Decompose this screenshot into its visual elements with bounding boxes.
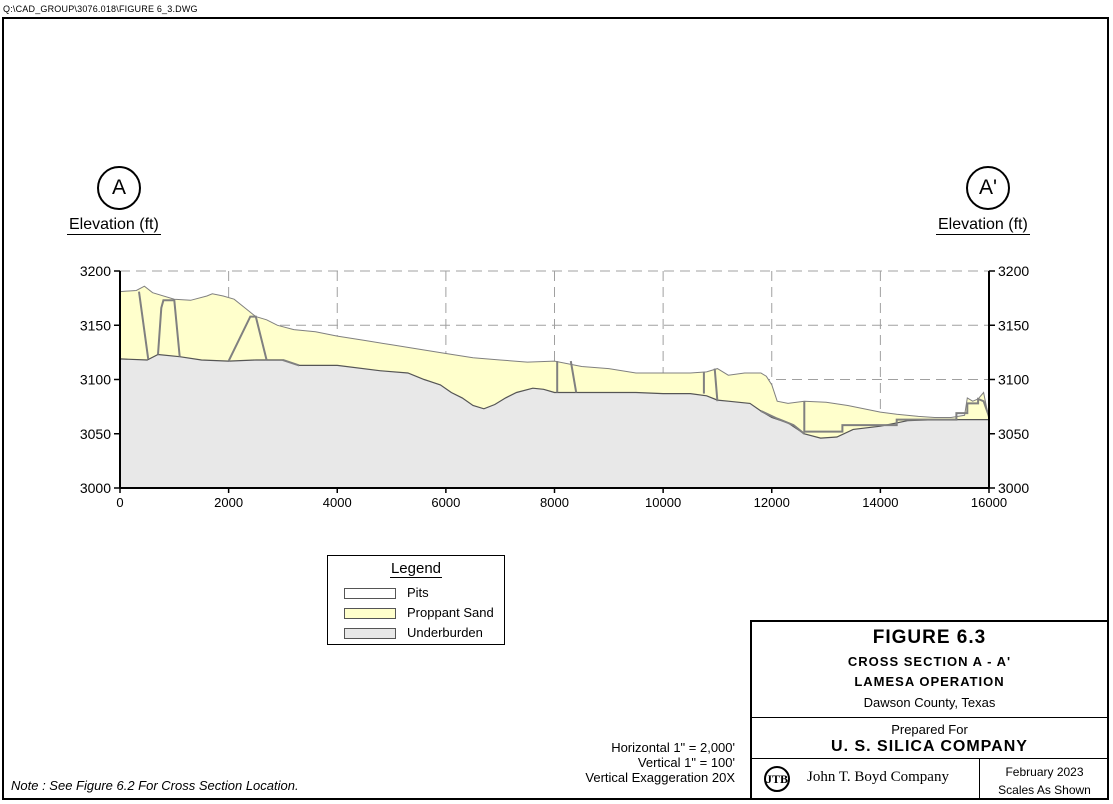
drawing-file-path: Q:\CAD_GROUP\3076.018\FIGURE 6_3.DWG — [3, 4, 198, 14]
prepared-for-label: Prepared For — [891, 722, 968, 737]
section-marker-a-prime: A' — [966, 166, 1010, 210]
pit-outline — [569, 360, 578, 393]
pit-outline — [803, 397, 990, 433]
x-tick-label: 12000 — [754, 495, 790, 510]
y-tick-label-left: 3200 — [80, 263, 111, 279]
chart-pits — [138, 291, 990, 435]
location-note: Note : See Figure 6.2 For Cross Section … — [11, 778, 299, 793]
legend-label-pits: Pits — [407, 585, 429, 600]
y-tick-label-right: 3050 — [998, 426, 1029, 442]
x-tick-label: 0 — [116, 495, 123, 510]
left-axis-label: Elevation (ft) — [67, 216, 161, 235]
chart-areas — [119, 285, 990, 489]
x-tick-label: 8000 — [540, 495, 569, 510]
left-axis-label-text: Elevation (ft) — [67, 216, 161, 235]
legend-title: Legend — [389, 560, 443, 578]
y-tick-label-right: 3150 — [998, 317, 1029, 333]
figure-title-line1: CROSS SECTION A - A' — [847, 654, 1012, 669]
title-block: FIGURE 6.3 CROSS SECTION A - A' LAMESA O… — [750, 620, 1109, 800]
figure-date: February 2023 — [1005, 765, 1084, 779]
y-tick-label-left: 3000 — [80, 480, 111, 496]
pit-outline — [282, 359, 300, 367]
title-block-figure-section: FIGURE 6.3 CROSS SECTION A - A' LAMESA O… — [752, 622, 1107, 718]
figure-location: Dawson County, Texas — [863, 695, 996, 710]
vertical-exaggeration: Vertical Exaggeration 20X — [585, 770, 735, 785]
title-block-client-section: Prepared For U. S. SILICA COMPANY — [752, 718, 1107, 759]
right-axis-label-text: Elevation (ft) — [936, 216, 1030, 235]
chart-ticks: 3200 3200 3150 3150 3100 3100 3050 3050 3000 3000… — [80, 263, 1030, 510]
pit-outline — [138, 291, 150, 360]
firm-logo-icon: JTB — [764, 766, 790, 792]
date-and-scale: February 2023 Scales As Shown — [980, 763, 1109, 799]
vertical-scale: Vertical 1" = 100' — [637, 755, 735, 770]
legend: Legend Pits Proppant Sand Underburden — [327, 555, 505, 645]
legend-swatch-underburden — [344, 628, 396, 639]
y-tick-label-right: 3200 — [998, 263, 1029, 279]
figure-title-line2: LAMESA OPERATION — [854, 674, 1005, 689]
client-name: U. S. SILICA COMPANY — [831, 738, 1028, 755]
title-block-divider — [979, 759, 980, 800]
x-tick-label: 4000 — [323, 495, 352, 510]
firm-name: John T. Boyd Company — [807, 769, 949, 785]
pit-outline — [157, 299, 181, 357]
x-tick-label: 10000 — [645, 495, 681, 510]
right-axis-label: Elevation (ft) — [936, 216, 1030, 235]
scale-info: Horizontal 1" = 2,000' Vertical 1" = 100… — [585, 740, 735, 785]
legend-label-proppant-sand: Proppant Sand — [407, 605, 494, 620]
title-block-firm-section: JTB John T. Boyd Company February 2023 S… — [752, 759, 1107, 800]
x-tick-label: 6000 — [431, 495, 460, 510]
x-tick-label: 2000 — [214, 495, 243, 510]
figure-scales: Scales As Shown — [998, 783, 1091, 797]
horizontal-scale: Horizontal 1" = 2,000' — [611, 740, 735, 755]
legend-swatch-pits — [344, 588, 396, 599]
y-tick-label-left: 3100 — [80, 372, 111, 388]
legend-swatch-proppant-sand — [344, 608, 396, 619]
y-tick-label-left: 3150 — [80, 317, 111, 333]
y-tick-label-right: 3100 — [998, 372, 1029, 388]
y-tick-label-left: 3050 — [80, 426, 111, 442]
pit-outline — [713, 368, 719, 402]
legend-label-underburden: Underburden — [407, 625, 483, 640]
legend-title-wrap: Legend — [328, 560, 504, 578]
section-marker-a: A — [97, 166, 141, 210]
figure-number: FIGURE 6.3 — [872, 627, 987, 648]
x-tick-label: 16000 — [971, 495, 1007, 510]
pit-outline — [760, 410, 805, 435]
y-tick-label-right: 3000 — [998, 480, 1029, 496]
pit-outline — [227, 315, 268, 362]
x-tick-label: 14000 — [862, 495, 898, 510]
drawing-frame — [2, 17, 1109, 800]
